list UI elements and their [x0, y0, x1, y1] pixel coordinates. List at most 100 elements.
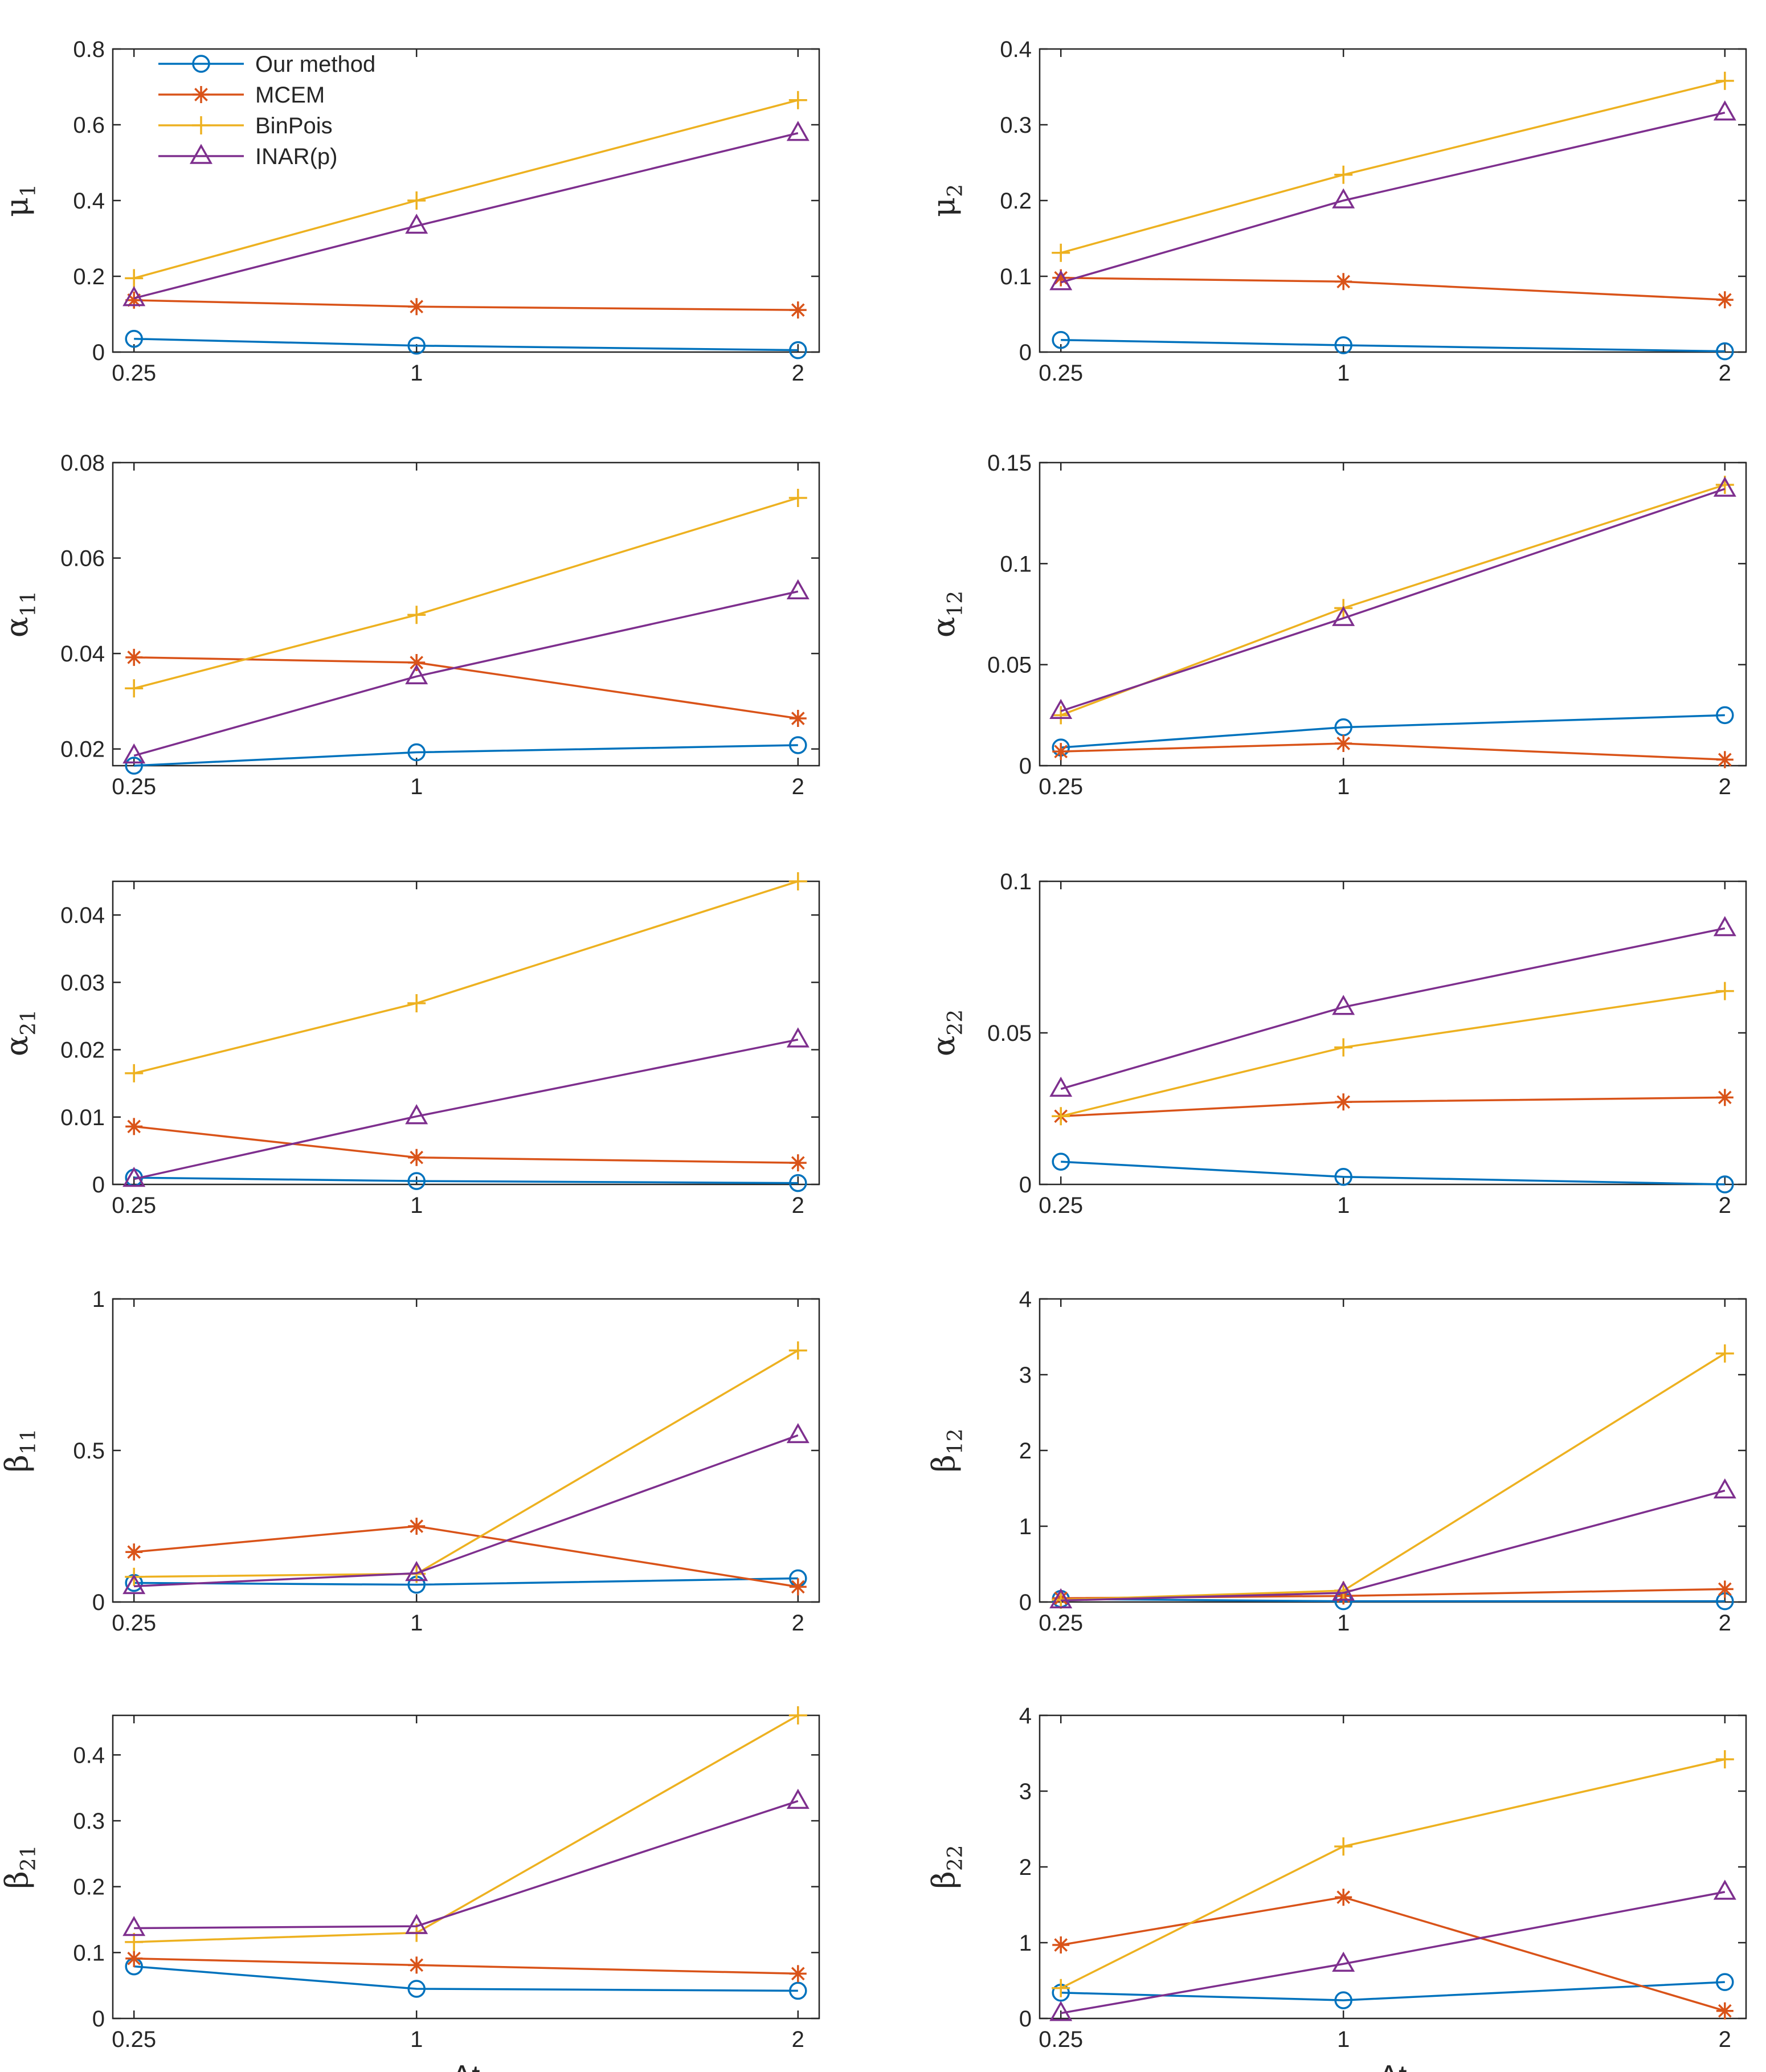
legend-entry: MCEM: [158, 83, 325, 108]
legend-label: MCEM: [255, 83, 325, 108]
series-line: [134, 1965, 798, 1992]
x-tick-label: 1: [410, 2027, 423, 2052]
y-tick-label: 0.08: [60, 451, 105, 476]
y-tick-label: 0.2: [73, 264, 105, 289]
y-axis-label-subscript: 22: [944, 1010, 967, 1036]
y-tick-label: 4: [1019, 1703, 1032, 1728]
x-tick-label: 1: [410, 361, 423, 386]
series-mcem: [1052, 1889, 1734, 2020]
marker-asterisk: [789, 1965, 807, 1983]
marker-asterisk: [1335, 273, 1352, 291]
marker-circle: [407, 1172, 426, 1190]
series-line: [134, 1800, 799, 1930]
y-axis-label: α22: [926, 1010, 967, 1056]
subplot-3: 0.02 0.04 0.06 0.08 0.25 1 2 α11: [0, 451, 820, 799]
x-tick-label: 1: [410, 1193, 423, 1218]
series-line: [1061, 338, 1725, 353]
marker-plus: [125, 269, 144, 288]
marker-triangle: [1332, 606, 1355, 626]
legend-entry: Our method: [158, 52, 375, 77]
legend-label: BinPois: [255, 113, 333, 138]
marker-circle: [1716, 342, 1734, 361]
marker-circle: [1334, 1991, 1352, 2009]
marker-circle: [789, 736, 807, 754]
y-tick-label: 0: [1019, 340, 1032, 365]
y-tick-label: 0.4: [73, 189, 105, 214]
series-mcem: [125, 291, 807, 319]
marker-asterisk: [125, 1950, 143, 1967]
y-axis-label: α12: [926, 591, 967, 637]
axes-box: [1039, 461, 1747, 767]
series-line: [134, 744, 798, 767]
y-axis-label-subscript: 11: [17, 1428, 40, 1454]
marker-triangle: [122, 1916, 146, 1936]
x-axis-label: Δt: [452, 2059, 480, 2072]
marker-asterisk: [1716, 751, 1734, 769]
marker-circle: [192, 55, 210, 73]
subplot-9: 0 0.1 0.2 0.3 0.4 0.25 1 2 β21 Δt: [0, 1706, 820, 2072]
x-tick-label: 0.25: [112, 2027, 156, 2052]
marker-circle: [1716, 1973, 1734, 1991]
series-line: [1060, 488, 1726, 712]
y-tick-label: 0.4: [1000, 37, 1032, 62]
marker-triangle: [1049, 1076, 1073, 1097]
subplot-2: 00.10.20.30.40.25 1 2μ2: [926, 37, 1747, 386]
series-binpois: [1052, 1344, 1734, 1609]
y-axis-label: β11: [0, 1428, 40, 1472]
marker-plus: [407, 606, 426, 624]
y-tick-label: 0: [1019, 1172, 1032, 1198]
y-tick-label: 0: [92, 1172, 105, 1198]
series-line: [1061, 1981, 1725, 2001]
marker-triangle: [786, 1423, 810, 1444]
legend-label: Our method: [255, 52, 375, 77]
marker-asterisk: [125, 648, 143, 666]
x-tick-label: 2: [1719, 1611, 1731, 1636]
marker-triangle: [189, 144, 213, 164]
marker-plus: [1334, 1837, 1353, 1856]
marker-plus: [788, 488, 807, 507]
series-line: [134, 1577, 798, 1586]
y-tick-label: 0.5: [73, 1438, 105, 1464]
series-binpois: [1052, 1750, 1734, 1997]
x-tick-label: 2: [1719, 2027, 1731, 2052]
x-tick-label: 0.25: [1039, 1611, 1083, 1636]
marker-asterisk: [408, 1149, 426, 1166]
marker-circle: [407, 336, 426, 355]
marker-asterisk: [1335, 1889, 1352, 1906]
x-tick-label: 0.25: [1039, 774, 1083, 799]
y-axis-label-subscript: 21: [17, 1010, 40, 1036]
marker-asterisk: [125, 1543, 143, 1561]
series-inar-p: [122, 1423, 810, 1595]
marker-plus: [1715, 71, 1734, 90]
marker-asterisk: [1716, 1580, 1734, 1598]
marker-asterisk: [1716, 1089, 1734, 1106]
y-axis-label-subscript: 22: [944, 1845, 967, 1871]
marker-plus: [407, 191, 426, 210]
y-tick-label: 1: [1019, 1931, 1032, 1956]
x-tick-label: 2: [1719, 1193, 1731, 1218]
y-tick-label: 1: [1019, 1514, 1032, 1539]
marker-asterisk: [1052, 1936, 1070, 1954]
y-tick-label: 0.8: [73, 37, 105, 62]
legend-entry: INAR(p): [158, 144, 337, 169]
y-tick-label: 3: [1019, 1779, 1032, 1804]
y-axis-label: α21: [0, 1010, 40, 1056]
series-inar-p: [1049, 100, 1736, 291]
y-tick-label: 0.6: [73, 113, 105, 138]
y-tick-label: 0.1: [1000, 264, 1032, 289]
x-tick-label: 0.25: [112, 361, 156, 386]
marker-triangle: [786, 121, 810, 141]
series-binpois: [125, 488, 807, 698]
marker-triangle: [1049, 1588, 1073, 1609]
marker-plus: [1052, 706, 1070, 725]
x-tick-label: 0.25: [112, 774, 156, 799]
marker-triangle: [786, 579, 810, 599]
axes-box: [112, 1298, 820, 1603]
x-tick-label: 0.25: [112, 1611, 156, 1636]
series-inar-p: [1049, 916, 1736, 1097]
y-tick-label: 0.05: [987, 1021, 1032, 1046]
marker-circle: [789, 1174, 807, 1192]
y-tick-label: 0.06: [60, 546, 105, 571]
axes-box: [112, 461, 820, 767]
